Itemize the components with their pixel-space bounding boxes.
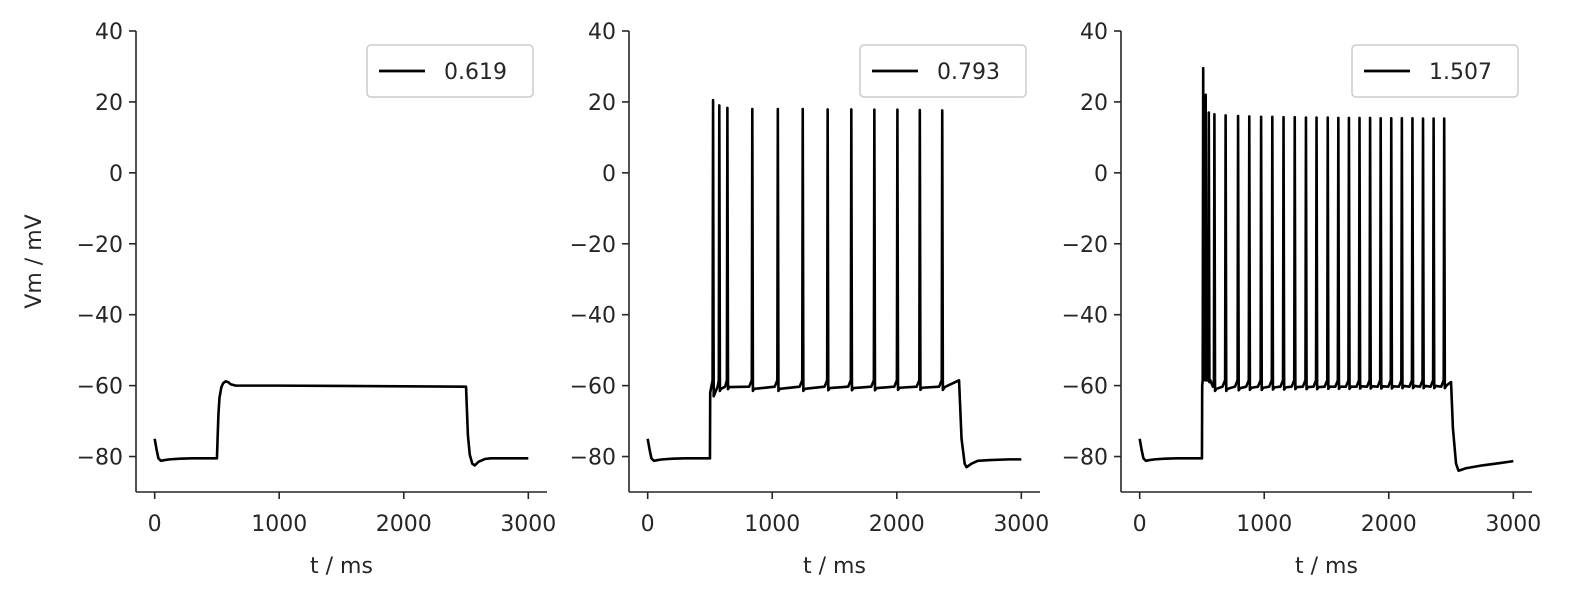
y-tick-label: −80 <box>77 446 123 471</box>
legend-label: 1.507 <box>1429 60 1492 85</box>
x-axis-label: t / ms <box>310 554 373 579</box>
y-tick-label: 40 <box>95 20 123 45</box>
y-tick-label: −40 <box>1062 304 1108 329</box>
y-tick-label: −60 <box>1062 375 1108 400</box>
y-tick-label: 40 <box>588 20 616 45</box>
y-tick-label: 40 <box>1080 20 1108 45</box>
x-tick-label: 1000 <box>251 512 307 537</box>
legend: 0.793 <box>859 44 1027 98</box>
x-tick-label: 3000 <box>500 512 556 537</box>
legend: 1.507 <box>1351 44 1519 98</box>
legend-label: 0.619 <box>444 60 507 85</box>
x-tick-label: 3000 <box>1485 512 1541 537</box>
y-tick-label: −60 <box>570 375 616 400</box>
legend-frame <box>859 44 1027 98</box>
y-tick-label: −20 <box>77 233 123 258</box>
x-tick-label: 0 <box>1133 512 1147 537</box>
x-axis-label: t / ms <box>1295 554 1358 579</box>
x-tick-label: 2000 <box>869 512 925 537</box>
y-tick-label: 0 <box>109 162 123 187</box>
x-tick-label: 1000 <box>1236 512 1292 537</box>
x-tick-label: 0 <box>641 512 655 537</box>
series-line-0.619 <box>153 380 529 467</box>
y-tick-label: −80 <box>570 446 616 471</box>
x-tick-label: 3000 <box>993 512 1049 537</box>
y-tick-label: 20 <box>588 91 616 116</box>
y-tick-label: 0 <box>1094 162 1108 187</box>
y-tick-label: −80 <box>1062 446 1108 471</box>
x-tick-label: 0 <box>148 512 162 537</box>
y-tick-label: −60 <box>77 375 123 400</box>
y-tick-label: 0 <box>602 162 616 187</box>
x-axis-label: t / ms <box>803 554 866 579</box>
y-axis-label: Vm / mV <box>22 214 47 308</box>
y-tick-label: −20 <box>570 233 616 258</box>
subplot-1: −80 −60 −40 −20 0 20 40 0 1000 2000 3000 t / ms Vm /… <box>22 20 556 579</box>
series-line-1.507 <box>1138 66 1514 473</box>
series-line-0.793 <box>646 98 1022 469</box>
y-tick-label: −40 <box>570 304 616 329</box>
legend: 0.619 <box>366 44 534 98</box>
legend-frame <box>366 44 534 98</box>
subplot-3: −80 −60 −40 −20 0 20 40 0 1000 2000 3000 t / ms 1.50… <box>1062 20 1542 579</box>
y-tick-label: 20 <box>95 91 123 116</box>
legend-label: 0.793 <box>937 60 1000 85</box>
legend-frame <box>1351 44 1519 98</box>
x-tick-label: 1000 <box>744 512 800 537</box>
y-tick-label: −20 <box>1062 233 1108 258</box>
x-tick-label: 2000 <box>376 512 432 537</box>
subplot-2: −80 −60 −40 −20 0 20 40 0 1000 2000 3000 t / ms 0.79… <box>570 20 1050 579</box>
x-tick-label: 2000 <box>1361 512 1417 537</box>
y-tick-label: 20 <box>1080 91 1108 116</box>
y-tick-label: −40 <box>77 304 123 329</box>
